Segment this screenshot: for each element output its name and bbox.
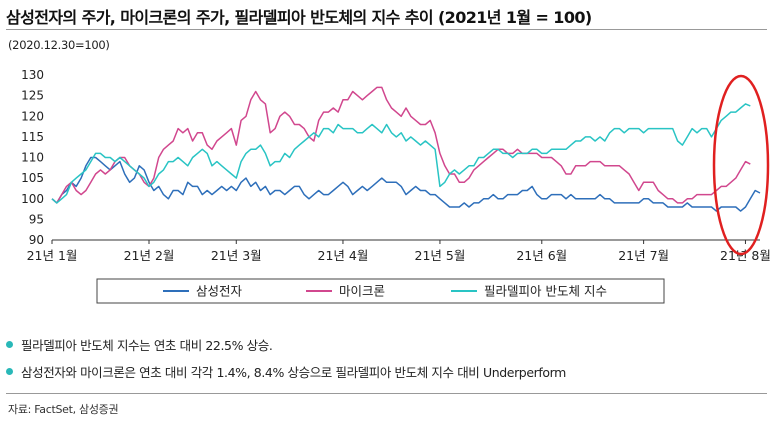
y-tick-label: 115 — [21, 130, 44, 144]
bullet-dot — [6, 368, 13, 375]
y-tick-label: 95 — [29, 212, 44, 226]
bullet-dot — [6, 341, 13, 348]
y-tick-label: 100 — [21, 192, 44, 206]
source-divider — [6, 393, 767, 394]
highlight-ellipse — [712, 74, 770, 256]
series-line-samsung — [51, 156, 761, 212]
series-line-micron — [51, 86, 751, 204]
bullet-item-1: 필라델피아 반도체 지수는 연초 대비 22.5% 상승. — [6, 335, 273, 354]
x-tick-label: 21년 8월 — [720, 248, 771, 263]
x-tick-label: 21년 3월 — [211, 248, 262, 263]
highlight-ellipse-shape — [712, 74, 770, 256]
bullet-text-1: 필라델피아 반도체 지수는 연초 대비 22.5% 상승. — [21, 338, 273, 353]
line-chart: 90 95 100 105 110 115 120 125 130 21년 1월 21년 2월 21년… — [21, 68, 771, 304]
y-tick-label: 90 — [29, 233, 44, 247]
chart-legend: 삼성전자 마이크론 필라델피아 반도체 지수 — [96, 278, 665, 304]
bullet-text-2: 삼성전자와 마이크론은 연초 대비 각각 1.4%, 8.4% 상승으로 필라델… — [21, 365, 566, 380]
chart-subtitle: (2020.12.30=100) — [8, 38, 110, 52]
chart-title: 삼성전자의 주가, 마이크론의 주가, 필라델피아 반도체의 지수 추이 (20… — [6, 8, 592, 27]
y-tick-label: 130 — [21, 68, 44, 82]
chart-lines — [51, 86, 761, 212]
y-tick-label: 105 — [21, 171, 44, 185]
x-tick-label: 21년 7월 — [618, 248, 669, 263]
title-divider — [6, 29, 767, 30]
x-tick-label: 21년 2월 — [124, 248, 175, 263]
x-tick-label: 21년 5월 — [415, 248, 466, 263]
y-tick-label: 125 — [21, 89, 44, 103]
x-tick-label: 21년 4월 — [318, 248, 369, 263]
x-tick-label: 21년 6월 — [516, 248, 567, 263]
legend-box — [96, 278, 665, 304]
y-tick-label: 110 — [21, 151, 44, 165]
chart-axes: 90 95 100 105 110 115 120 125 130 21년 1월 21년 2월 21년… — [21, 68, 771, 263]
y-tick-label: 120 — [21, 109, 44, 123]
x-tick-label: 21년 1월 — [27, 248, 78, 263]
bullet-item-2: 삼성전자와 마이크론은 연초 대비 각각 1.4%, 8.4% 상승으로 필라델… — [6, 362, 566, 381]
source-note: 자료: FactSet, 삼성증권 — [8, 403, 119, 416]
legend-label-sox: 필라델피아 반도체 지수 — [484, 284, 607, 299]
series-line-sox — [51, 103, 751, 204]
legend-label-micron: 마이크론 — [339, 284, 385, 299]
legend-label-samsung: 삼성전자 — [196, 284, 243, 299]
